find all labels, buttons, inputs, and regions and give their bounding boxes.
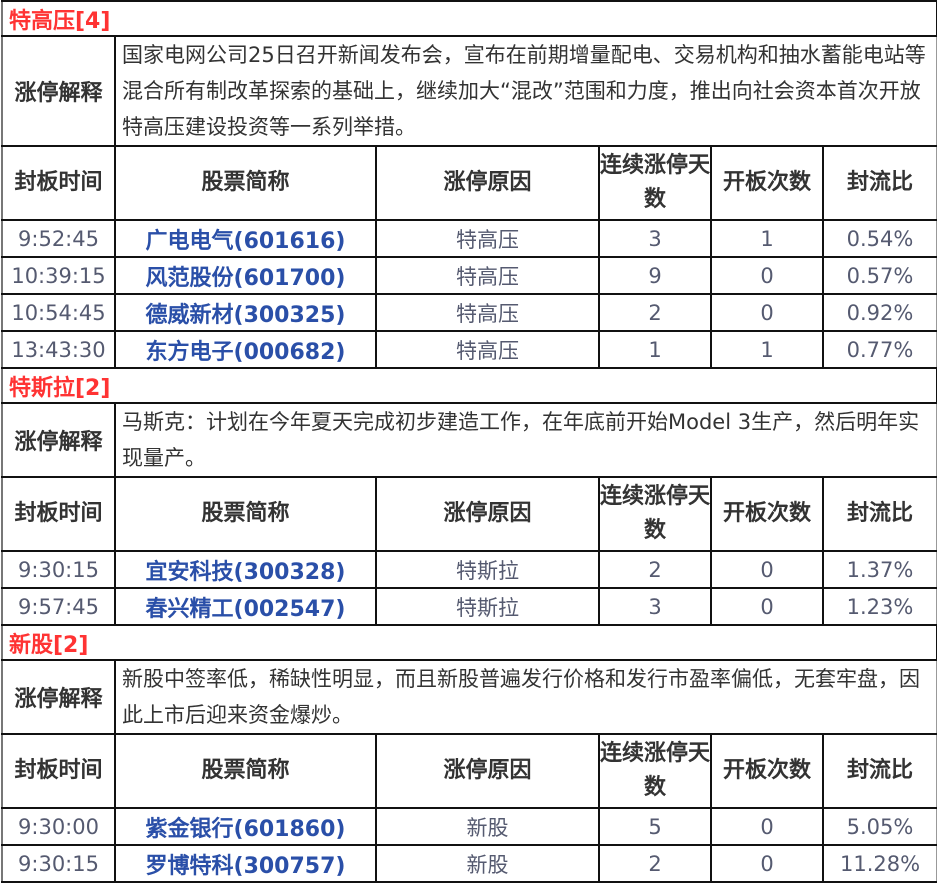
section-title: 特高压[4]	[0, 0, 937, 37]
explanation-text: 国家电网公司25日召开新闻发布会，宣布在前期增量配电、交易机构和抽水蓄能电站等混…	[113, 35, 937, 147]
cell-reason: 新股	[375, 844, 600, 883]
explanation-row: 涨停解释 马斯克：计划在今年夏天完成初步建造工作，在年底前开始Model 3生产，…	[1, 402, 937, 478]
column-header-stock-name: 股票简称	[114, 476, 377, 552]
column-header-consecutive-days: 连续涨停天数	[598, 145, 712, 221]
section-title-row: 特斯拉[2]	[0, 367, 937, 404]
cell-stock-name: 春兴精工(002547)	[114, 587, 377, 626]
column-header-seal-time: 封板时间	[1, 145, 116, 221]
cell-seal-ratio: 1.23%	[821, 587, 937, 626]
cell-reason: 特斯拉	[375, 587, 600, 626]
cell-open-count: 1	[710, 219, 824, 258]
header-row: 封板时间 股票简称 涨停原因 连续涨停天数 开板次数 封流比	[1, 145, 937, 221]
cell-consecutive-days: 1	[598, 330, 712, 369]
cell-seal-time: 10:39:15	[1, 256, 116, 295]
column-header-seal-ratio: 封流比	[821, 145, 937, 221]
cell-open-count: 0	[710, 293, 824, 332]
table-row: 9:30:15 罗博特科(300757) 新股 2 0 11.28%	[1, 844, 937, 883]
cell-open-count: 1	[710, 330, 824, 369]
cell-seal-time: 10:54:45	[1, 293, 116, 332]
cell-seal-time: 9:30:00	[1, 807, 116, 846]
column-header-open-count: 开板次数	[710, 733, 824, 809]
table-row: 10:54:45 德威新材(300325) 特高压 2 0 0.92%	[1, 293, 937, 332]
cell-stock-name: 风范股份(601700)	[114, 256, 377, 295]
cell-consecutive-days: 2	[598, 293, 712, 332]
column-header-reason: 涨停原因	[375, 145, 600, 221]
cell-stock-name: 德威新材(300325)	[114, 293, 377, 332]
cell-consecutive-days: 2	[598, 844, 712, 883]
cell-consecutive-days: 3	[598, 587, 712, 626]
column-header-stock-name: 股票简称	[114, 733, 377, 809]
cell-reason: 特高压	[375, 330, 600, 369]
cell-reason: 特高压	[375, 256, 600, 295]
header-row: 封板时间 股票简称 涨停原因 连续涨停天数 开板次数 封流比	[1, 476, 937, 552]
cell-seal-time: 9:30:15	[1, 550, 116, 589]
cell-seal-time: 9:30:15	[1, 844, 116, 883]
explanation-text: 马斯克：计划在今年夏天完成初步建造工作，在年底前开始Model 3生产，然后明年…	[113, 402, 937, 478]
table-row: 9:30:15 宜安科技(300328) 特斯拉 2 0 1.37%	[1, 550, 937, 589]
cell-stock-name: 宜安科技(300328)	[114, 550, 377, 589]
table-row: 9:52:45 广电电气(601616) 特高压 3 1 0.54%	[1, 219, 937, 258]
cell-consecutive-days: 3	[598, 219, 712, 258]
table-row: 9:30:00 紫金银行(601860) 新股 5 0 5.05%	[1, 807, 937, 846]
section-title-row: 新股[2]	[0, 624, 937, 661]
cell-seal-ratio: 1.37%	[821, 550, 937, 589]
column-header-seal-time: 封板时间	[1, 476, 116, 552]
table-row: 10:39:15 风范股份(601700) 特高压 9 0 0.57%	[1, 256, 937, 295]
column-header-open-count: 开板次数	[710, 145, 824, 221]
cell-seal-ratio: 11.28%	[821, 844, 937, 883]
section-title-row: 特高压[4]	[0, 0, 937, 37]
header-row: 封板时间 股票简称 涨停原因 连续涨停天数 开板次数 封流比	[1, 733, 937, 809]
cell-consecutive-days: 2	[598, 550, 712, 589]
cell-seal-time: 13:43:30	[1, 330, 116, 369]
column-header-open-count: 开板次数	[710, 476, 824, 552]
cell-seal-ratio: 0.54%	[821, 219, 937, 258]
cell-consecutive-days: 9	[598, 256, 712, 295]
cell-stock-name: 罗博特科(300757)	[114, 844, 377, 883]
explanation-row: 涨停解释 新股中签率低，稀缺性明显，而且新股普遍发行价格和发行市盈率偏低，无套牢…	[1, 659, 937, 735]
cell-seal-ratio: 5.05%	[821, 807, 937, 846]
column-header-seal-ratio: 封流比	[821, 733, 937, 809]
cell-open-count: 0	[710, 550, 824, 589]
table-row: 9:57:45 春兴精工(002547) 特斯拉 3 0 1.23%	[1, 587, 937, 626]
cell-stock-name: 东方电子(000682)	[114, 330, 377, 369]
cell-open-count: 0	[710, 587, 824, 626]
cell-seal-ratio: 0.57%	[821, 256, 937, 295]
cell-reason: 新股	[375, 807, 600, 846]
explanation-label: 涨停解释	[1, 659, 116, 735]
column-header-consecutive-days: 连续涨停天数	[598, 476, 712, 552]
column-header-stock-name: 股票简称	[114, 145, 377, 221]
column-header-reason: 涨停原因	[375, 733, 600, 809]
table-row: 13:43:30 东方电子(000682) 特高压 1 1 0.77%	[1, 330, 937, 369]
column-header-reason: 涨停原因	[375, 476, 600, 552]
section-title: 特斯拉[2]	[0, 367, 937, 404]
section-title: 新股[2]	[0, 624, 937, 661]
explanation-label: 涨停解释	[1, 35, 116, 147]
cell-open-count: 0	[710, 256, 824, 295]
cell-seal-time: 9:57:45	[1, 587, 116, 626]
cell-reason: 特高压	[375, 219, 600, 258]
column-header-seal-time: 封板时间	[1, 733, 116, 809]
cell-seal-ratio: 0.92%	[821, 293, 937, 332]
cell-seal-time: 9:52:45	[1, 219, 116, 258]
cell-reason: 特斯拉	[375, 550, 600, 589]
explanation-text: 新股中签率低，稀缺性明显，而且新股普遍发行价格和发行市盈率偏低，无套牢盘，因此上…	[113, 659, 937, 735]
cell-seal-ratio: 0.77%	[821, 330, 937, 369]
cell-open-count: 0	[710, 844, 824, 883]
explanation-label: 涨停解释	[1, 402, 116, 478]
column-header-consecutive-days: 连续涨停天数	[598, 733, 712, 809]
explanation-row: 涨停解释 国家电网公司25日召开新闻发布会，宣布在前期增量配电、交易机构和抽水蓄能…	[1, 35, 937, 147]
column-header-seal-ratio: 封流比	[821, 476, 937, 552]
cell-open-count: 0	[710, 807, 824, 846]
cell-consecutive-days: 5	[598, 807, 712, 846]
cell-reason: 特高压	[375, 293, 600, 332]
cell-stock-name: 广电电气(601616)	[114, 219, 377, 258]
cell-stock-name: 紫金银行(601860)	[114, 807, 377, 846]
